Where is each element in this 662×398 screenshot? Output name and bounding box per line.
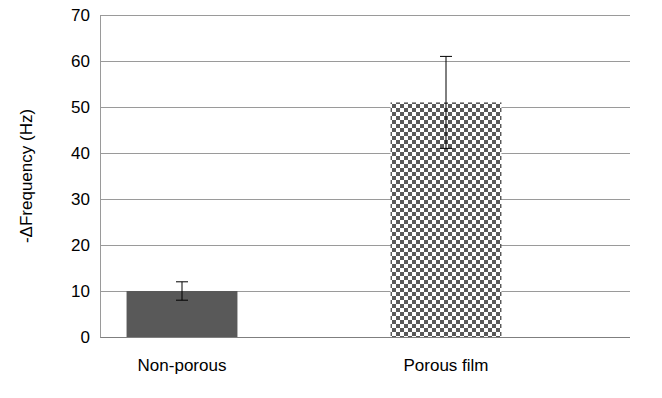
x-tick-label: Porous film [403,356,488,375]
y-tick: 50 [71,98,100,117]
grid-line [100,15,630,16]
y-axis-title: -ΔFrequency (Hz) [17,109,36,243]
y-tick-label: 30 [71,190,90,209]
y-tick-label: 60 [71,52,90,71]
y-tick-label: 50 [71,98,90,117]
x-tick: Non-porous [138,337,227,375]
x-tick: Porous film [403,337,488,375]
y-axis-line [100,16,101,338]
y-tick-label: 10 [71,282,90,301]
y-tick: 70 [71,6,100,25]
error-bar-cap [176,300,188,301]
x-tick-label: Non-porous [138,356,227,375]
grid-line [100,107,630,108]
grid [100,15,630,337]
error-bar-cap [176,281,188,282]
y-tick: 0 [81,328,100,347]
y-tick-label: 20 [71,236,90,255]
error-bar [440,56,452,148]
y-tick: 40 [71,144,100,163]
error-bar-cap [440,56,452,57]
chart: 0 10 20 30 40 50 60 70 -ΔFrequency (Hz) Non-porou… [0,0,662,398]
y-tick: 30 [71,190,100,209]
error-bar-stem [446,56,447,148]
y-tick-label: 70 [71,6,90,25]
error-bar-stem [182,282,183,300]
y-tick: 60 [71,52,100,71]
grid-line [100,245,630,246]
bars [127,56,502,337]
y-tick: 10 [71,282,100,301]
y-tick-label: 0 [81,328,90,347]
y-axis: 0 10 20 30 40 50 60 70 [71,6,100,347]
error-bar-cap [440,148,452,149]
x-axis: Non-porous Porous film [138,337,489,375]
y-tick-label: 40 [71,144,90,163]
grid-line [100,153,630,154]
grid-line [100,199,630,200]
error-bar [176,282,188,300]
y-tick: 20 [71,236,100,255]
grid-line [100,61,630,62]
